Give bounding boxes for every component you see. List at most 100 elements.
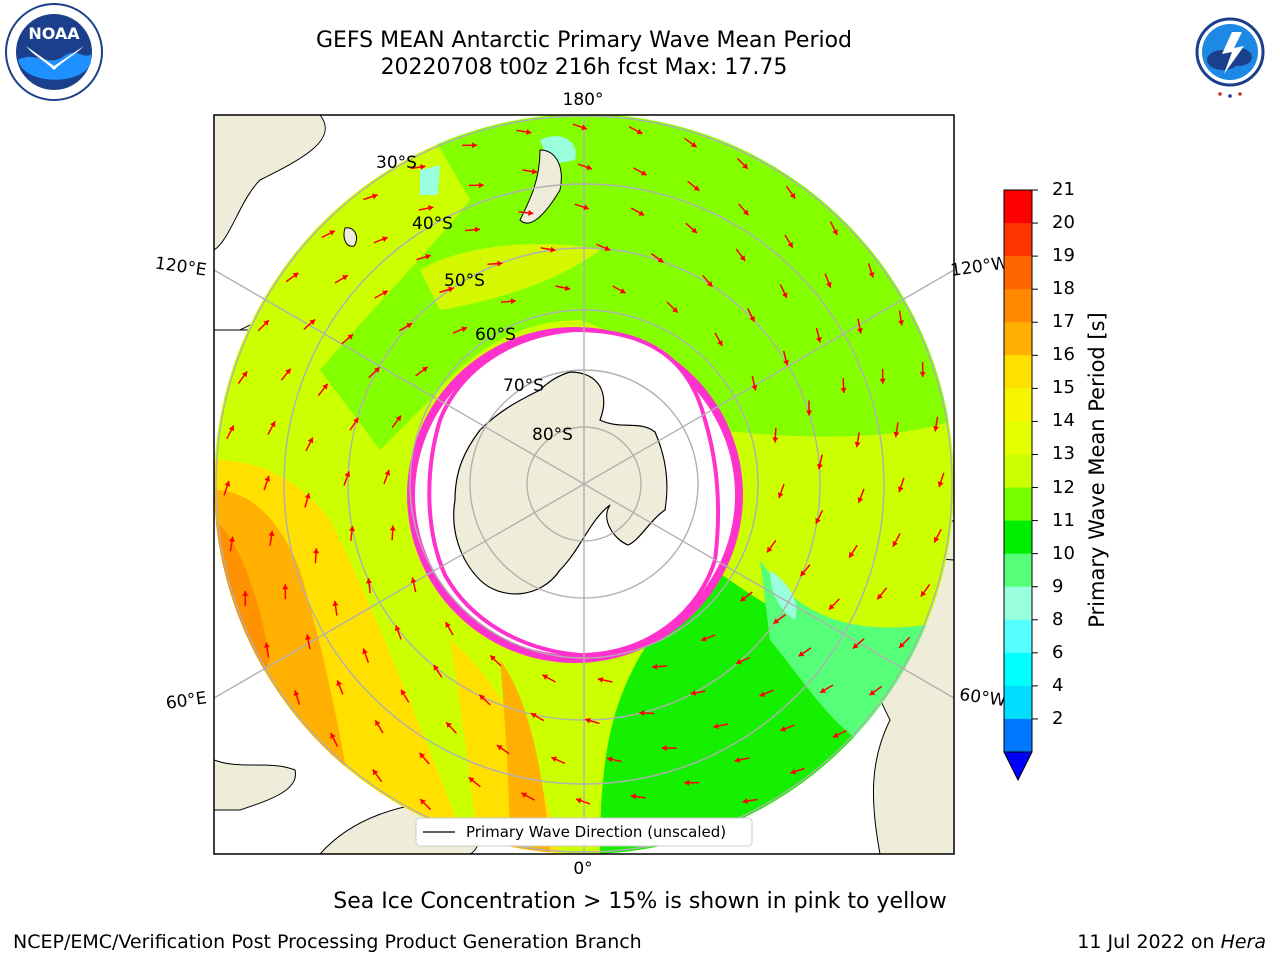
wave-arrow-head: [740, 595, 747, 602]
wave-arrow-head: [395, 415, 401, 422]
wave-arrow-head: [353, 417, 359, 424]
wave-arrow-head: [868, 272, 875, 278]
wave-arrow-head: [309, 319, 316, 325]
wave-arrow-head: [772, 437, 779, 443]
wave-arrow-head: [372, 193, 378, 200]
colorbar-tick-label: 8: [1052, 608, 1064, 630]
wave-arrow-head: [857, 328, 863, 334]
wave-arrow-head: [542, 674, 549, 680]
wave-arrow-head: [420, 799, 426, 805]
wave-arrow-head: [264, 642, 270, 648]
wave-arrow-head: [526, 129, 532, 135]
lat-label-70s: 70°S: [503, 376, 544, 396]
colorbar-segment: [1004, 586, 1032, 621]
map-legend: Primary Wave Direction (unscaled): [415, 817, 753, 847]
wave-arrow-head: [322, 383, 328, 390]
wave-arrow-head: [920, 590, 927, 597]
chart-subtitle: 20220708 t00z 216h fcst Max: 17.75: [380, 55, 788, 80]
wave-arrow-head: [521, 792, 528, 798]
wave-arrow-head: [474, 226, 480, 233]
wave-arrow-head: [857, 497, 864, 503]
wave-arrow-head: [877, 593, 883, 600]
wave-arrow-head: [879, 378, 886, 384]
wave-arrow-head: [806, 410, 813, 416]
wave-arrow-head: [816, 337, 822, 343]
wave-arrow-head: [639, 710, 645, 716]
wave-arrow-head: [933, 426, 939, 432]
wave-arrow-head: [329, 230, 335, 236]
colorbar-segment: [1004, 355, 1032, 389]
wave-arrow-head: [751, 385, 758, 391]
colorbar-segment: [1004, 520, 1032, 555]
lon-label-120w: 120°W: [949, 253, 1009, 281]
wave-arrow-head: [773, 618, 780, 624]
wave-arrow-head: [263, 320, 269, 326]
wave-arrow-head: [742, 798, 748, 804]
wave-arrow-head: [798, 651, 805, 657]
colorbar-tick-label: 6: [1052, 641, 1064, 663]
colorbar-tick-label: 13: [1052, 443, 1075, 465]
wave-arrow-head: [743, 209, 749, 216]
colorbar-tick-label: 9: [1052, 575, 1064, 597]
nws-logo: [1183, 5, 1277, 99]
colorbar-tick-label: 18: [1052, 278, 1075, 300]
wave-arrow-head: [833, 732, 839, 738]
wave-arrow-head: [817, 463, 823, 470]
wave-arrow-head: [693, 185, 700, 191]
wave-arrow-head: [717, 340, 723, 346]
wave-arrow-head: [229, 536, 235, 542]
wave-arrow-head: [528, 209, 534, 216]
wave-arrow-head: [919, 372, 926, 378]
wave-arrow-head: [893, 431, 900, 438]
wave-arrow-head: [782, 292, 788, 298]
wave-arrow-head: [630, 793, 637, 800]
wave-arrow-head: [564, 285, 571, 291]
wave-arrow-head: [419, 752, 425, 759]
colorbar-tick-label: 10: [1052, 542, 1075, 564]
wave-arrow-head: [606, 756, 613, 763]
map-frame: [213, 114, 955, 855]
wave-arrow-head: [828, 603, 835, 610]
colorbar-segment: [1004, 619, 1032, 654]
wave-arrow-head: [783, 359, 789, 366]
colorbar-segment: [1004, 322, 1032, 356]
lon-label-60e: 60°E: [165, 688, 208, 713]
wave-arrow-head: [313, 548, 320, 554]
colorbar-tick-label: 19: [1052, 245, 1075, 267]
wave-arrow-head: [583, 204, 589, 211]
wave-arrow-head: [496, 745, 503, 751]
wave-arrow-head: [446, 722, 452, 728]
colorbar-segment: [1004, 487, 1032, 522]
wave-arrow-head: [684, 779, 690, 786]
wave-arrow-head: [749, 315, 755, 322]
wave-arrow-head: [490, 655, 496, 661]
wave-arrow-head: [264, 475, 271, 482]
footer-date: 11 Jul 2022 on Hera: [1077, 931, 1266, 953]
wave-arrow-head: [305, 634, 311, 640]
wave-arrow-head: [421, 366, 428, 373]
wave-arrow-head: [270, 421, 276, 428]
colorbar-under-triangle: [1003, 751, 1033, 782]
wave-arrow-head: [581, 124, 587, 131]
wave-arrow-head: [468, 777, 475, 783]
wave-arrow-head: [690, 141, 697, 148]
land-antarctica: [453, 371, 668, 595]
wave-arrow-head: [382, 290, 388, 296]
lat-label-30s: 30°S: [376, 153, 417, 173]
lon-label-0: 0°: [573, 859, 592, 879]
wave-arrow-head: [897, 486, 904, 493]
wave-arrow-head: [530, 713, 537, 719]
wave-arrow-head: [780, 726, 787, 732]
wave-arrow-head: [852, 643, 859, 649]
wave-arrow-head: [739, 255, 746, 261]
land-madagascar: [214, 759, 296, 811]
land-australia-nw: [214, 115, 326, 251]
footer-producer: NCEP/EMC/Verification Post Processing Pr…: [13, 931, 642, 953]
wave-arrow-head: [425, 253, 431, 260]
wave-arrow-head: [899, 642, 905, 648]
wave-arrow-head: [820, 687, 826, 693]
wave-arrow-head: [330, 733, 336, 739]
wave-arrow-head: [832, 229, 838, 235]
wave-arrow-head: [479, 694, 486, 701]
